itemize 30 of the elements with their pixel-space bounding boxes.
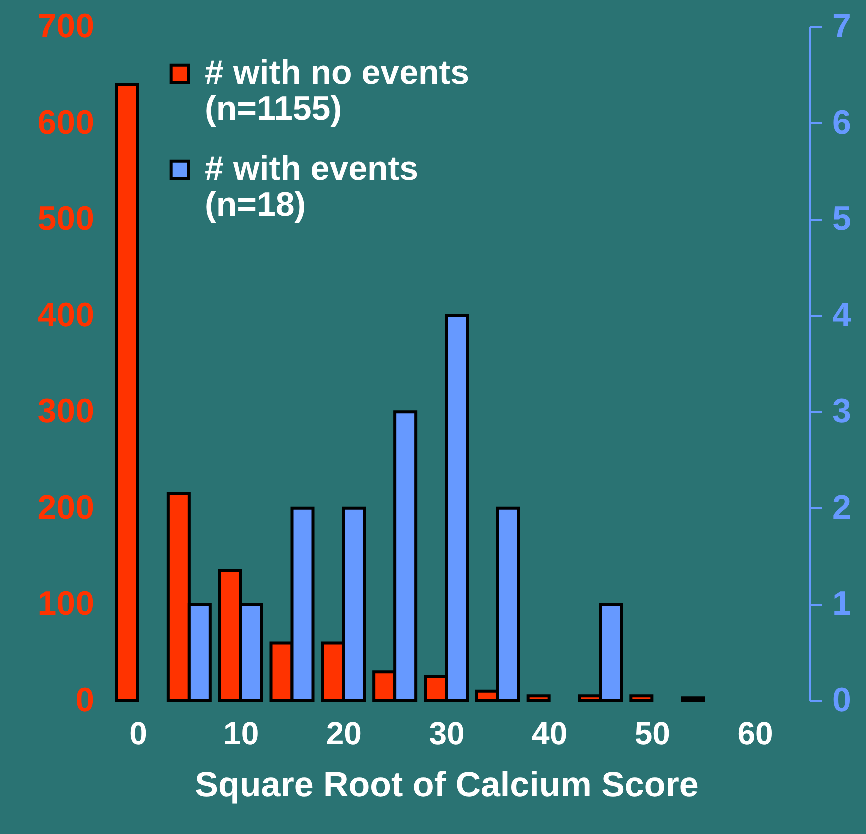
x-tick-label: 30 [429, 716, 465, 752]
y2-tick-label: 7 [832, 8, 852, 46]
x-tick-label: 10 [224, 716, 260, 752]
y-tick-label: 300 [38, 392, 94, 431]
y2-tick-label: 5 [832, 200, 852, 238]
y-tick-label: 600 [38, 104, 94, 142]
y-tick-label: 100 [38, 585, 94, 624]
y-tick-label: 400 [38, 296, 94, 334]
y-tick-label: 0 [76, 682, 94, 720]
y2-tick-label: 6 [832, 104, 852, 142]
y2-tick-label: 1 [832, 585, 852, 624]
legend-label: # with events (n=18) [205, 150, 419, 224]
x-tick-label: 20 [326, 716, 362, 752]
x-axis-title: Square Root of Calcium Score [195, 766, 699, 804]
bar [526, 694, 551, 702]
x-tick-label: 60 [738, 716, 774, 752]
x-tick-label: 50 [634, 716, 670, 752]
y2-tick-label: 3 [832, 392, 852, 431]
legend-label: # with no events (n=1155) [205, 54, 470, 128]
y2-tick-label: 0 [832, 682, 852, 720]
bar [630, 694, 654, 702]
y-tick-label: 500 [38, 200, 94, 238]
y-tick-label: 200 [38, 488, 94, 527]
y-tick-label: 700 [38, 8, 94, 46]
x-tick-label: 0 [130, 716, 148, 752]
y2-tick-label: 4 [832, 296, 852, 334]
bar [681, 696, 706, 702]
bar [116, 83, 140, 702]
y2-tick-label: 2 [832, 488, 852, 527]
x-tick-label: 40 [532, 716, 568, 752]
